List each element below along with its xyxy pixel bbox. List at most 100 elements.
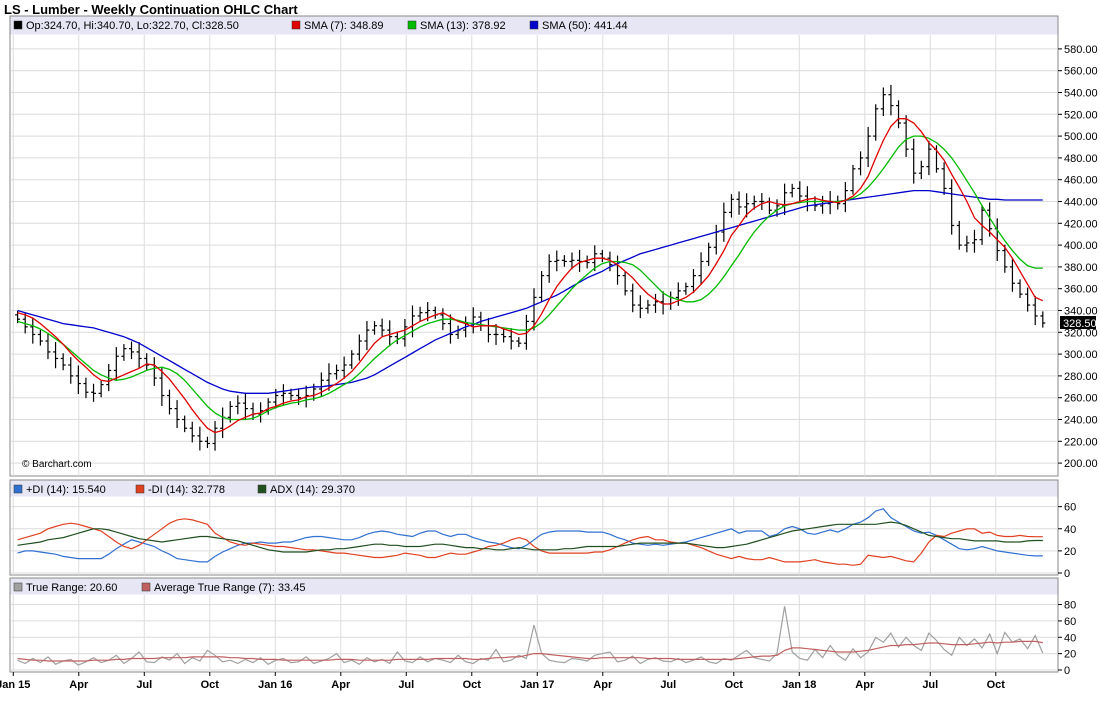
y-tick-label: 220.00 — [1064, 436, 1098, 448]
y-tick-label: 340.00 — [1064, 306, 1098, 318]
series-line-1-2 — [17, 521, 1043, 553]
legend-label: SMA (13): 378.92 — [420, 20, 506, 32]
legend-label: SMA (50): 441.44 — [542, 20, 628, 32]
ohlc-bar — [744, 193, 750, 218]
y-tick-label: 0 — [1064, 665, 1070, 677]
ohlc-bar — [372, 321, 378, 335]
ohlc-bar — [888, 84, 894, 116]
ohlc-bar — [182, 415, 188, 433]
ohlc-bar — [53, 342, 59, 369]
ohlc-bar — [539, 271, 545, 302]
ohlc-bar — [789, 183, 795, 198]
ohlc-bar — [387, 320, 393, 347]
ohlc-bar — [37, 329, 43, 346]
text-layer: 200.00 220.00 240.00 260.00 280.00 300.00 320.… — [0, 20, 1098, 691]
ohlc-bar — [334, 364, 340, 380]
ohlc-bar — [30, 317, 36, 344]
ohlc-bar — [349, 350, 355, 369]
y-tick-label: 40 — [1064, 524, 1076, 536]
ohlc-bar — [144, 353, 150, 371]
ohlc-bar — [865, 126, 871, 168]
ohlc-bar — [880, 87, 886, 117]
panel-header-2 — [10, 578, 1058, 595]
ohlc-bar — [280, 384, 286, 405]
ohlc-bar — [842, 182, 848, 213]
ohlc-bar — [379, 318, 385, 338]
grid-layer — [11, 35, 1062, 672]
ohlc-bar — [987, 202, 993, 237]
ohlc-bar — [364, 320, 370, 351]
ohlc-bar — [113, 347, 119, 380]
x-tick-label: Oct — [201, 679, 220, 691]
ohlc-bar — [189, 421, 195, 443]
legend-swatch — [13, 20, 23, 30]
last-price-badge — [1060, 316, 1096, 330]
x-tick-label: Jul — [136, 679, 152, 691]
y-tick-label: 580.00 — [1064, 44, 1098, 56]
ohlc-bar — [166, 389, 172, 415]
ohlc-bar — [531, 288, 537, 331]
y-tick-label: 380.00 — [1064, 262, 1098, 274]
sma50-line — [17, 189, 1043, 394]
y-tick-label: 260.00 — [1064, 393, 1098, 405]
ohlc-bar — [759, 192, 765, 211]
ohlc-bar — [690, 269, 696, 294]
legend-label: Op:324.70, Hi:340.70, Lo:322.70, Cl:328.… — [26, 20, 239, 32]
ohlc-bar — [850, 164, 856, 195]
series-line-1-1 — [17, 518, 1043, 566]
ohlc-bar — [1025, 287, 1031, 312]
legend-label: +DI (14): 15.540 — [26, 484, 106, 496]
x-tick-label: Jan 18 — [782, 679, 816, 691]
y-tick-label: 280.00 — [1064, 371, 1098, 383]
y-tick-label: 20 — [1064, 649, 1076, 661]
y-tick-label: 60 — [1064, 616, 1076, 628]
y-tick-label: 20 — [1064, 546, 1076, 558]
y-tick-label: 500.00 — [1064, 131, 1098, 143]
ohlc-bar — [736, 191, 742, 215]
y-tick-label: 80 — [1064, 600, 1076, 612]
panel-header-1 — [10, 480, 1058, 497]
x-tick-label: Apr — [331, 679, 351, 691]
y-tick-label: 440.00 — [1064, 197, 1098, 209]
ohlc-bar — [653, 293, 659, 313]
ohlc-bar — [60, 353, 66, 371]
ohlc-bar — [569, 252, 575, 270]
ohlc-bar — [728, 194, 734, 218]
y-tick-label: 0 — [1064, 568, 1070, 580]
ohlc-bar — [136, 342, 142, 369]
panel-frame-0 — [9, 15, 1059, 477]
y-tick-label: 400.00 — [1064, 240, 1098, 252]
ohlc-bar — [212, 421, 218, 451]
y-tick-label: 60 — [1064, 502, 1076, 514]
ohlc-bar — [698, 252, 704, 285]
x-tick-label: Oct — [987, 679, 1006, 691]
ohlc-bar — [121, 344, 127, 361]
ohlc-bar — [956, 220, 962, 250]
ohlc-bar — [797, 181, 803, 204]
ohlc-bar — [949, 179, 955, 235]
x-tick-label: Oct — [463, 679, 482, 691]
legend-label: SMA (7): 348.89 — [304, 20, 384, 32]
y-tick-label: 320.00 — [1064, 327, 1098, 339]
ohlc-bar — [91, 383, 97, 402]
ohlc-bar — [516, 337, 522, 348]
ohlc-bar — [858, 151, 864, 176]
sma7-line — [17, 118, 1044, 434]
x-tick-label: Jul — [660, 679, 676, 691]
legend-swatch — [141, 582, 151, 592]
y-tick-label: 520.00 — [1064, 109, 1098, 121]
ohlc-bar — [356, 334, 362, 361]
x-tick-label: Apr — [69, 679, 89, 691]
marks-layer — [15, 84, 1046, 666]
legend-swatch — [13, 484, 23, 494]
x-tick-label: Jan 16 — [258, 679, 292, 691]
ohlc-bar — [98, 380, 104, 398]
legend-label: True Range: 20.60 — [26, 582, 117, 594]
ohlc-bar — [903, 115, 909, 158]
legend-swatch — [13, 582, 23, 592]
legend-label: Average True Range (7): 33.45 — [154, 582, 305, 594]
ohlc-bar — [873, 104, 879, 141]
ohlc-bar — [964, 235, 970, 253]
ohlc-bar — [561, 255, 567, 267]
ohlc-bar — [554, 250, 560, 272]
